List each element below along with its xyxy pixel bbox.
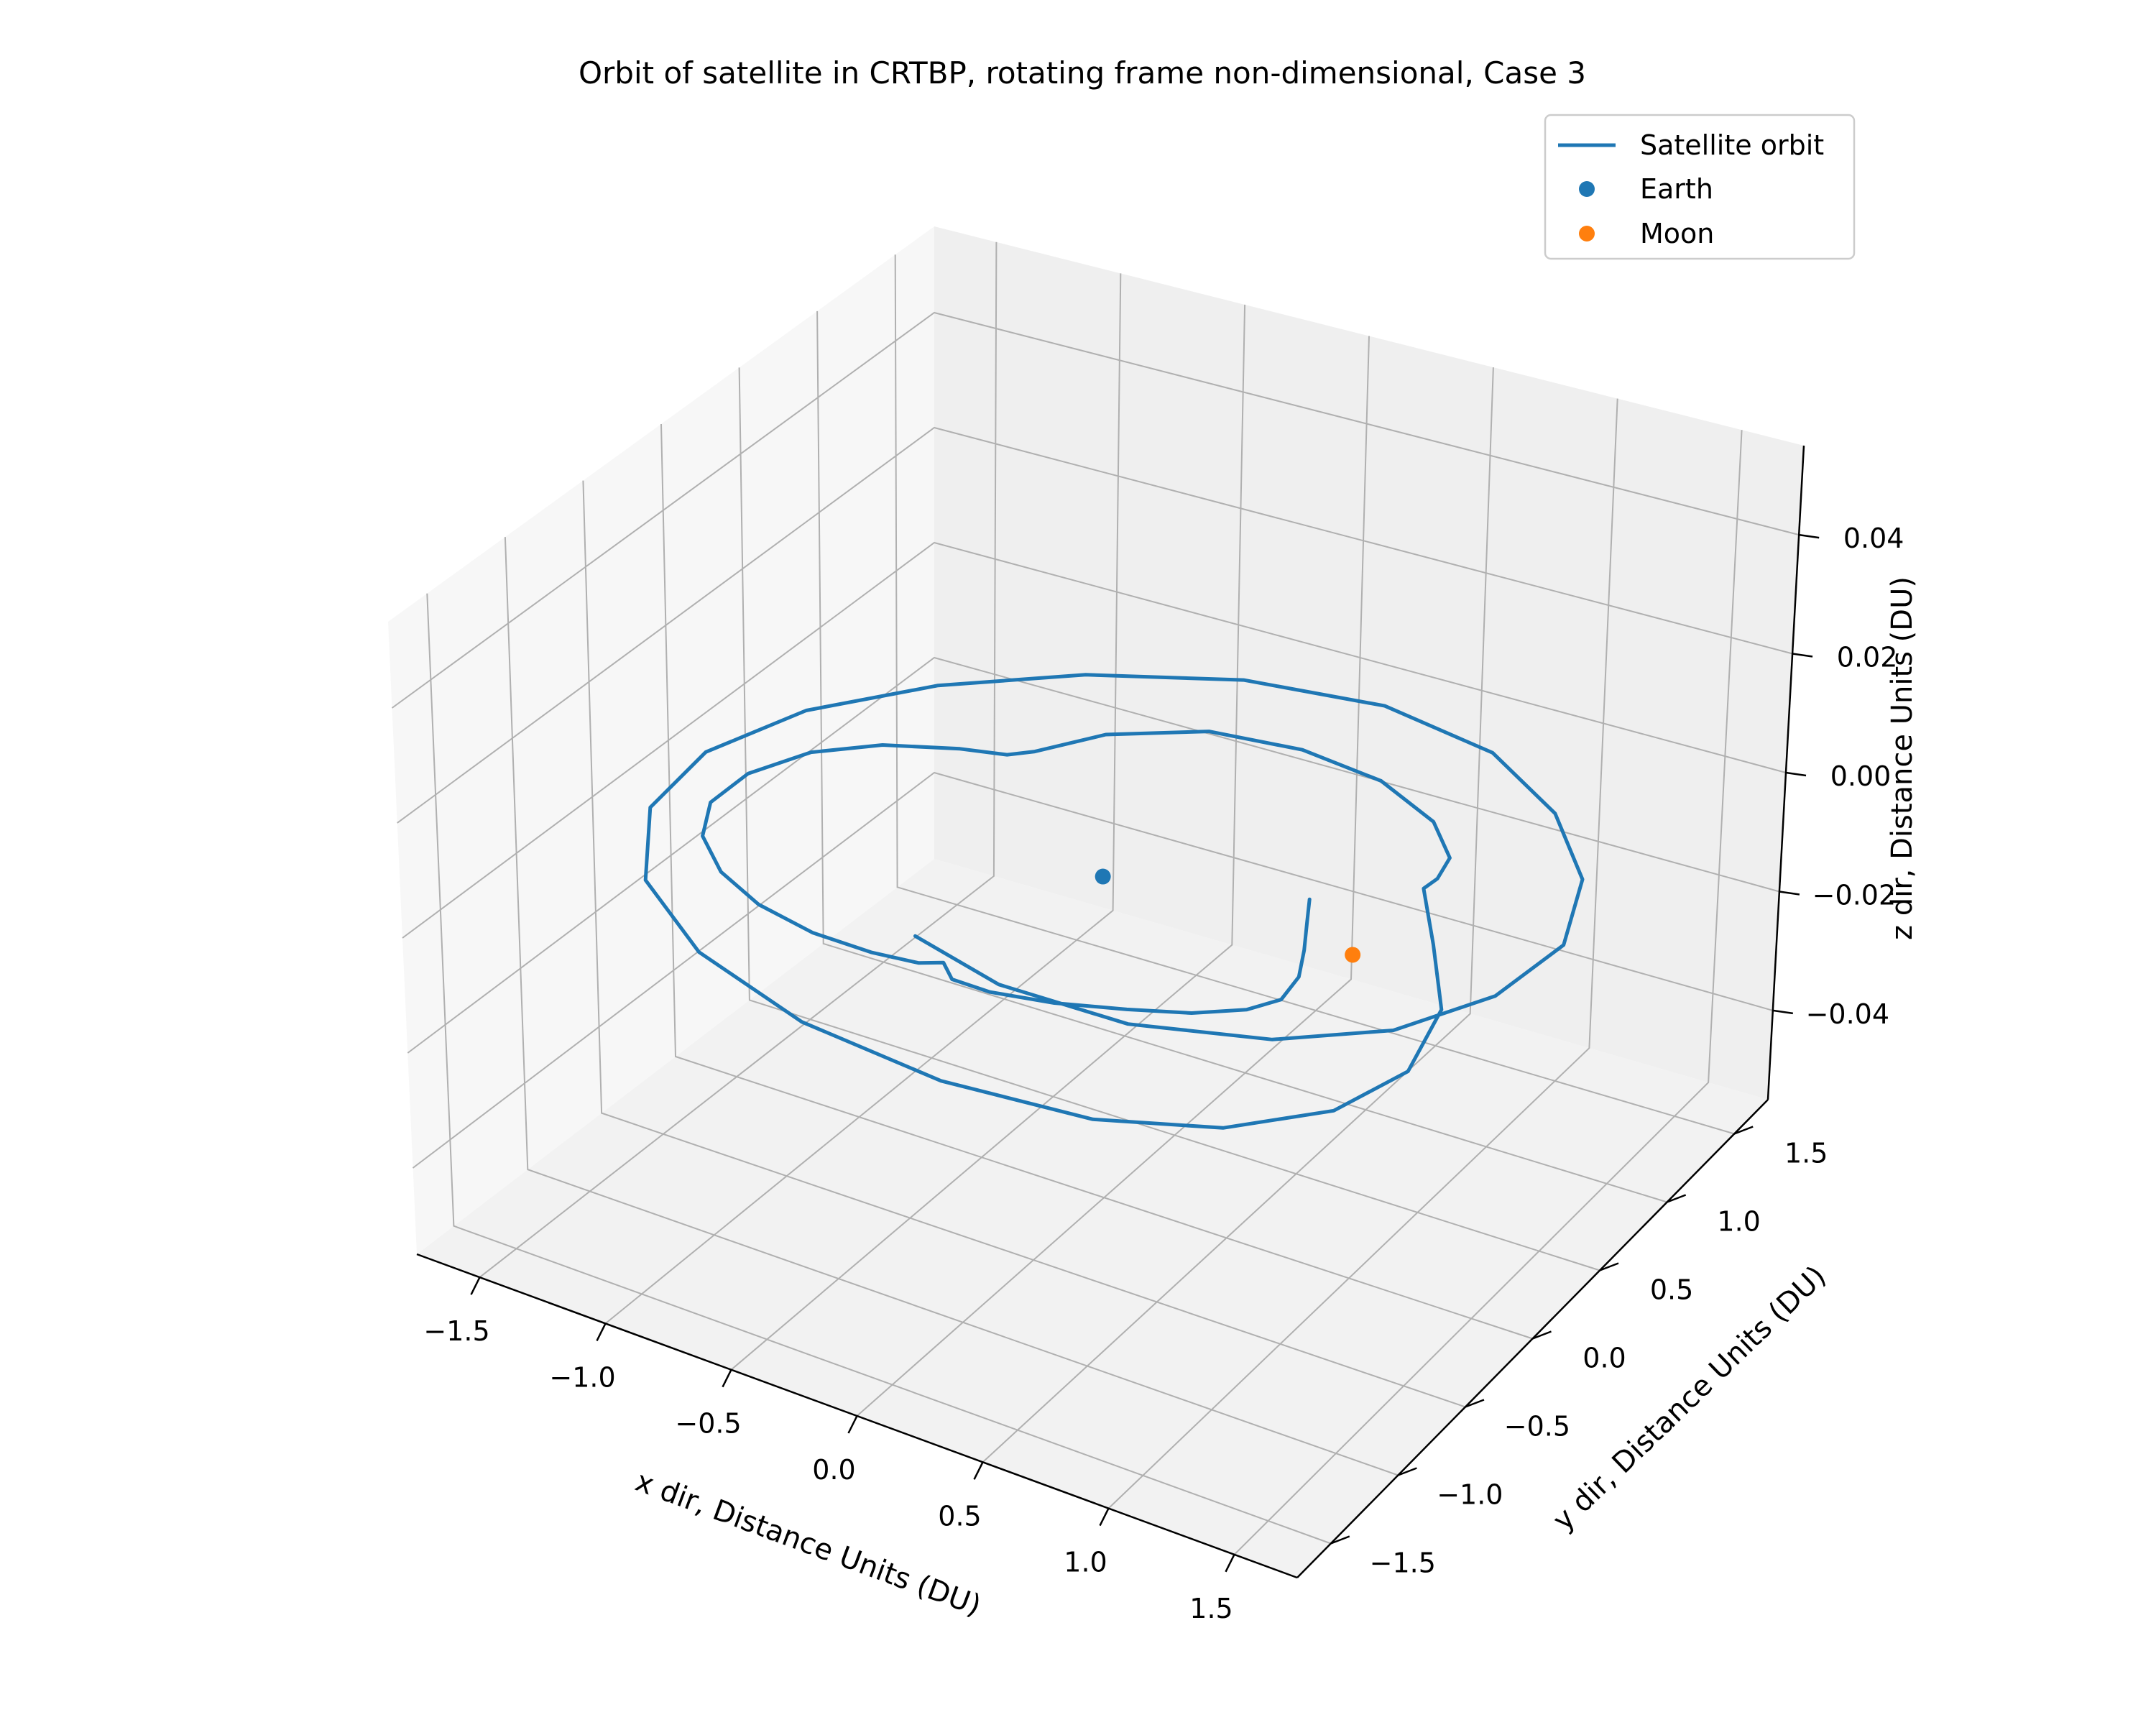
chart-title: Orbit of satellite in CRTBP, rotating fr…: [579, 55, 1586, 91]
x-gridline: [856, 336, 1370, 1417]
y-tick-label: 1.5: [1784, 1138, 1828, 1169]
x-tick-label: 0.5: [938, 1500, 981, 1532]
z-tick: [1772, 1009, 1793, 1015]
x-tick-label: 1.5: [1189, 1593, 1233, 1624]
y-gridline: [504, 537, 1399, 1476]
y-tick-label: 1.0: [1717, 1206, 1760, 1238]
x-gridline: [1233, 430, 1743, 1555]
x-gridline: [479, 242, 998, 1278]
y-gridline: [738, 367, 1600, 1271]
y-gridline: [816, 310, 1667, 1203]
y-tick-label: −1.0: [1437, 1479, 1503, 1511]
legend-swatch-marker: [1579, 226, 1595, 242]
y-tick: [1599, 1262, 1619, 1271]
x-tick: [1099, 1508, 1110, 1527]
series-line-satellite-orbit: [643, 673, 1585, 1130]
z-axis-label: z dir, Distance Units (DU): [1886, 576, 1919, 940]
y-tick: [1397, 1467, 1417, 1476]
x-tick-label: −1.0: [549, 1361, 615, 1393]
legend-label: Earth: [1640, 173, 1713, 205]
x-tick: [847, 1415, 858, 1434]
z-tick: [1799, 533, 1820, 539]
z-tick-label: 0.04: [1843, 523, 1904, 554]
y-tick: [1330, 1535, 1350, 1545]
z-gridline: [402, 541, 1787, 939]
x-gridline: [730, 304, 1246, 1371]
y-tick: [1532, 1330, 1552, 1340]
x-gridline: [982, 367, 1494, 1463]
y-tick: [1733, 1126, 1754, 1135]
x-tick: [596, 1322, 607, 1341]
z-tick-label: −0.04: [1806, 998, 1889, 1030]
y-tick-label: 0.0: [1583, 1343, 1626, 1374]
z-tick-label: 0.02: [1837, 642, 1898, 673]
y-tick-label: 0.5: [1650, 1274, 1693, 1306]
y-gridline: [660, 423, 1533, 1340]
y-tick: [1465, 1399, 1485, 1408]
z-tick-label: −0.02: [1812, 879, 1896, 911]
x-gridline: [604, 273, 1122, 1325]
y-tick-label: −1.5: [1370, 1547, 1436, 1579]
floor-pane: [417, 859, 1768, 1578]
x-tick: [722, 1369, 732, 1388]
z-gridline: [391, 311, 1800, 709]
x-tick: [1225, 1554, 1235, 1573]
z-gridline: [407, 656, 1780, 1054]
legend-box: [1544, 114, 1856, 260]
legend-label: Moon: [1640, 218, 1714, 249]
z-tick: [1785, 771, 1807, 777]
y-gridline: [894, 254, 1735, 1135]
z-tick: [1792, 653, 1813, 658]
legend-swatch-marker: [1579, 181, 1595, 197]
x-tick: [973, 1461, 984, 1480]
y-tick-label: −0.5: [1504, 1411, 1570, 1443]
x-gridline: [1107, 398, 1618, 1509]
x-tick-label: −0.5: [675, 1408, 741, 1440]
x-tick-label: 0.0: [812, 1454, 855, 1486]
scatter-point-moon: [1345, 947, 1361, 963]
y-gridline: [426, 593, 1332, 1545]
x-tick-label: 1.0: [1064, 1547, 1107, 1578]
x-tick-label: −1.5: [423, 1315, 489, 1347]
z-gridline: [412, 771, 1774, 1169]
z-tick: [1779, 891, 1800, 896]
back-pane: [934, 226, 1804, 1100]
scatter-point-earth: [1095, 868, 1111, 885]
x-axis-label: x dir, Distance Units (DU): [631, 1465, 985, 1623]
x-tick: [470, 1276, 481, 1295]
y-tick: [1667, 1194, 1687, 1203]
y-gridline: [582, 480, 1466, 1408]
z-tick-label: 0.00: [1830, 760, 1892, 792]
left-pane: [388, 226, 934, 1254]
z-gridline: [397, 426, 1793, 824]
legend-label: Satellite orbit: [1640, 129, 1824, 161]
